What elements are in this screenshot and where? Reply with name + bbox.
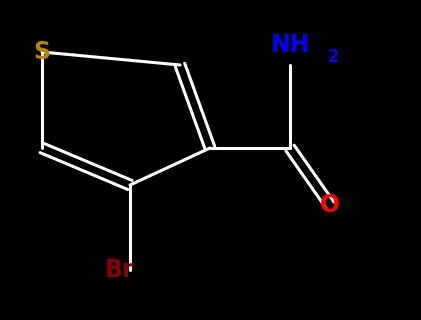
Text: S: S	[33, 40, 51, 64]
Text: O: O	[320, 193, 340, 217]
Text: 2: 2	[328, 48, 339, 66]
Text: Br: Br	[105, 258, 135, 282]
Text: NH: NH	[271, 33, 310, 57]
